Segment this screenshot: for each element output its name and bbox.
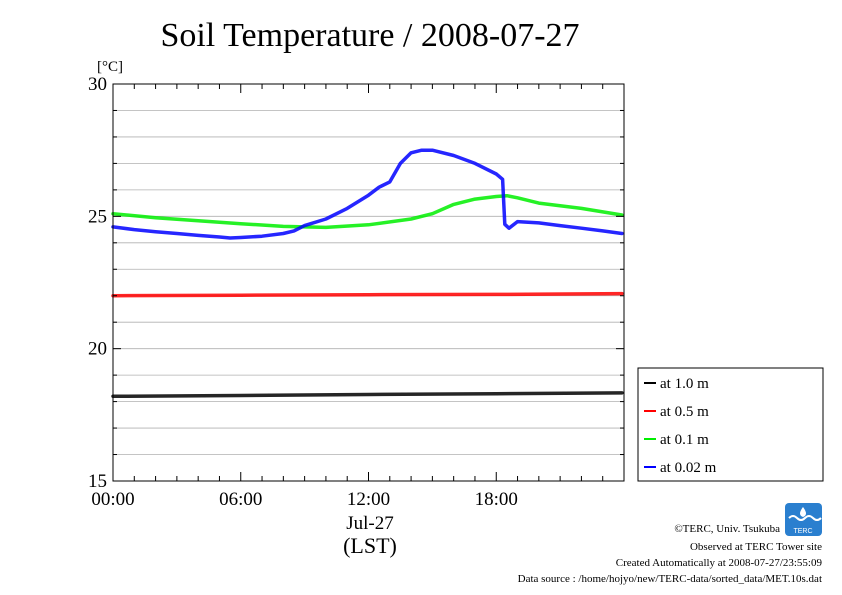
grid-lines [113,110,624,455]
y-tick-label: 25 [88,206,107,227]
x-tick-label: 00:00 [91,489,134,510]
terc-logo: TERC [785,503,822,536]
x-tick-label: 06:00 [219,489,262,510]
axis-ticks: 15 20 25 30 00:00 06:00 12:00 18:00 [88,74,625,510]
legend: at 1.0 m at 0.5 m at 0.1 m at 0.02 m [637,367,824,482]
copyright-text: ©TERC, Univ. Tsukuba [674,523,780,535]
chart-title: Soil Temperature / 2008-07-27 [160,17,579,54]
y-tick-label: 15 [88,471,107,492]
series-line [111,391,624,399]
x-axis-label: (LST) [343,533,397,558]
legend-label: at 1.0 m [660,376,709,392]
logo-text: TERC [793,528,812,535]
series-line [111,291,624,298]
legend-label: at 0.02 m [660,460,717,476]
series-line [111,193,624,230]
plot-frame [112,83,625,482]
source-text: Data source : /home/hojyo/new/TERC-data/… [518,573,822,585]
legend-label: at 0.5 m [660,404,709,420]
series-line [111,148,624,240]
legend-label: at 0.1 m [660,432,709,448]
legend-box [637,367,824,482]
logo-wave-icon [788,515,822,521]
logo-drop-icon [800,507,806,517]
date-label: Jul-27 [346,513,394,534]
created-text: Created Automatically at 2008-07-27/23:5… [616,557,823,569]
legend-items: at 1.0 m at 0.5 m at 0.1 m at 0.02 m [644,376,717,476]
y-tick-label: 30 [88,74,107,95]
observed-text: Observed at TERC Tower site [690,541,822,553]
y-tick-label: 20 [88,339,107,360]
series-lines [111,148,624,399]
y-axis-unit: [°C] [97,59,123,75]
x-tick-label: 18:00 [475,489,518,510]
x-tick-label: 12:00 [347,489,390,510]
